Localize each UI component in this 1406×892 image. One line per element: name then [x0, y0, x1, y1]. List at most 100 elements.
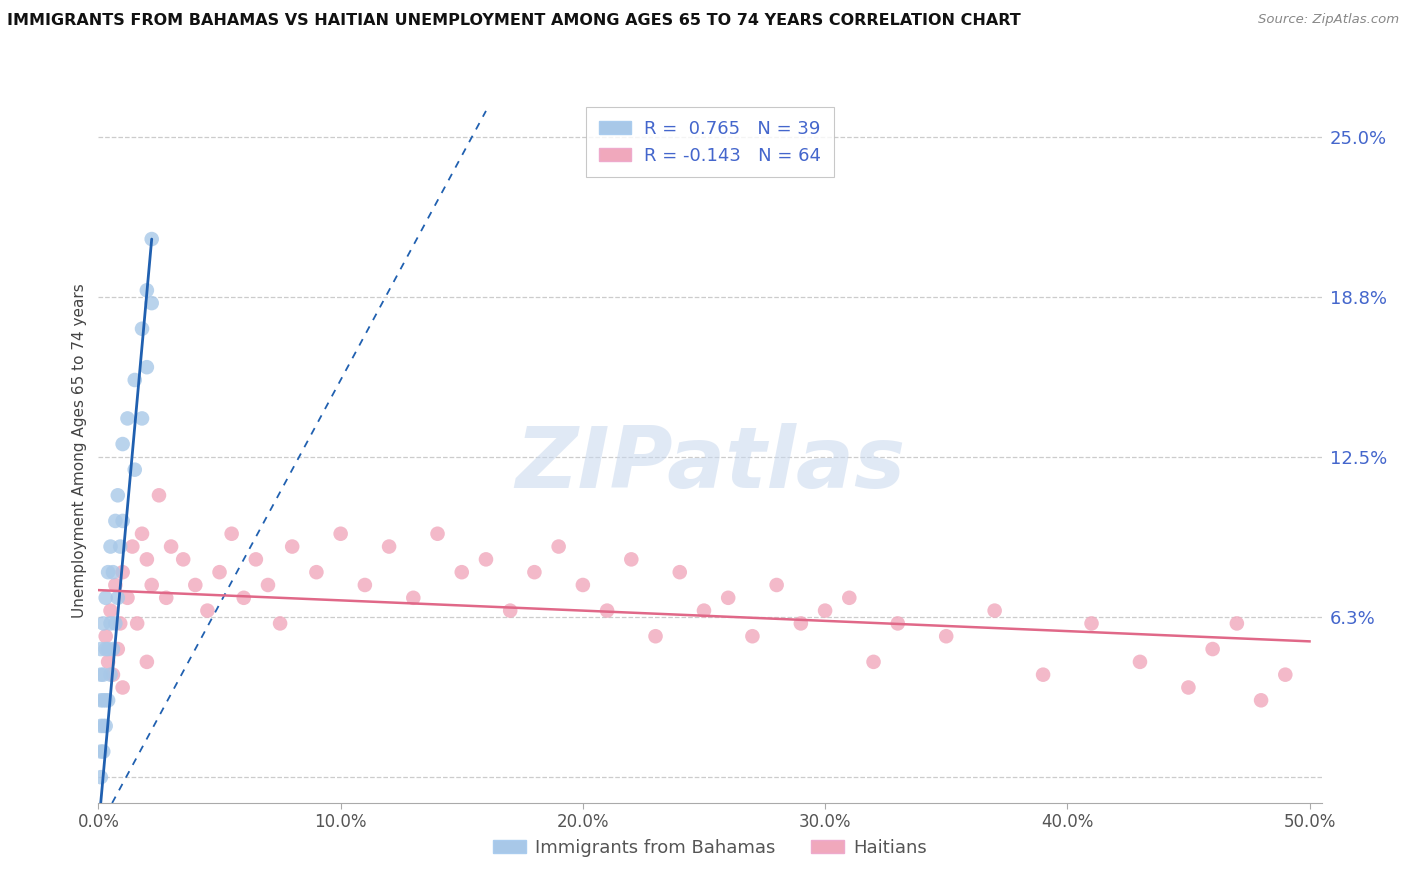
Text: Source: ZipAtlas.com: Source: ZipAtlas.com — [1258, 13, 1399, 27]
Point — [135, 655, 157, 669]
Point — [354, 578, 377, 592]
Point — [329, 526, 352, 541]
Point — [644, 629, 666, 643]
Point — [94, 642, 117, 657]
Point — [90, 770, 112, 784]
Point — [1201, 642, 1223, 657]
Point — [426, 526, 449, 541]
Point — [97, 693, 120, 707]
Point — [104, 578, 127, 592]
Point — [107, 642, 129, 657]
Point — [107, 488, 129, 502]
Point — [131, 411, 153, 425]
Point — [110, 616, 132, 631]
Point — [1274, 667, 1296, 681]
Point — [717, 591, 740, 605]
Point — [90, 745, 112, 759]
Point — [620, 552, 643, 566]
Point — [378, 540, 401, 554]
Point — [523, 565, 546, 579]
Point — [141, 232, 163, 246]
Point — [101, 565, 124, 579]
Point — [101, 642, 124, 657]
Point — [135, 552, 157, 566]
Point — [983, 604, 1005, 618]
Point — [596, 604, 619, 618]
Point — [94, 591, 117, 605]
Point — [117, 591, 139, 605]
Point — [110, 540, 132, 554]
Point — [100, 540, 122, 554]
Point — [100, 616, 122, 631]
Point — [135, 360, 157, 375]
Point — [155, 591, 177, 605]
Point — [91, 667, 114, 681]
Point — [90, 693, 112, 707]
Point — [121, 540, 143, 554]
Point — [1032, 667, 1054, 681]
Point — [572, 578, 595, 592]
Point — [117, 411, 139, 425]
Point — [90, 667, 112, 681]
Point — [141, 296, 163, 310]
Point — [101, 667, 124, 681]
Point — [104, 616, 127, 631]
Point — [814, 604, 837, 618]
Point — [208, 565, 231, 579]
Point — [197, 604, 219, 618]
Point — [91, 719, 114, 733]
Point — [90, 719, 112, 733]
Y-axis label: Unemployment Among Ages 65 to 74 years: Unemployment Among Ages 65 to 74 years — [72, 283, 87, 618]
Point — [91, 616, 114, 631]
Point — [127, 616, 149, 631]
Point — [135, 283, 157, 297]
Point — [402, 591, 425, 605]
Point — [111, 514, 134, 528]
Point — [1080, 616, 1102, 631]
Point — [141, 578, 163, 592]
Point — [838, 591, 860, 605]
Point — [94, 719, 117, 733]
Point — [668, 565, 690, 579]
Point — [475, 552, 498, 566]
Point — [124, 463, 146, 477]
Point — [1250, 693, 1272, 707]
Point — [887, 616, 910, 631]
Point — [94, 693, 117, 707]
Point — [91, 745, 114, 759]
Point — [305, 565, 328, 579]
Point — [94, 629, 117, 643]
Point — [131, 526, 153, 541]
Point — [499, 604, 522, 618]
Point — [148, 488, 170, 502]
Point — [131, 322, 153, 336]
Point — [97, 565, 120, 579]
Point — [257, 578, 280, 592]
Point — [245, 552, 267, 566]
Point — [104, 514, 127, 528]
Point — [90, 642, 112, 657]
Point — [450, 565, 472, 579]
Text: IMMIGRANTS FROM BAHAMAS VS HAITIAN UNEMPLOYMENT AMONG AGES 65 TO 74 YEARS CORREL: IMMIGRANTS FROM BAHAMAS VS HAITIAN UNEMP… — [7, 13, 1021, 29]
Point — [765, 578, 787, 592]
Point — [97, 642, 120, 657]
Point — [160, 540, 183, 554]
Point — [107, 591, 129, 605]
Point — [1226, 616, 1249, 631]
Point — [1129, 655, 1152, 669]
Point — [547, 540, 569, 554]
Point — [741, 629, 763, 643]
Point — [111, 681, 134, 695]
Point — [269, 616, 291, 631]
Point — [111, 437, 134, 451]
Point — [221, 526, 243, 541]
Point — [100, 667, 122, 681]
Text: ZIPatlas: ZIPatlas — [515, 423, 905, 506]
Point — [172, 552, 194, 566]
Point — [281, 540, 304, 554]
Point — [790, 616, 813, 631]
Point — [100, 604, 122, 618]
Point — [91, 693, 114, 707]
Point — [184, 578, 207, 592]
Point — [862, 655, 884, 669]
